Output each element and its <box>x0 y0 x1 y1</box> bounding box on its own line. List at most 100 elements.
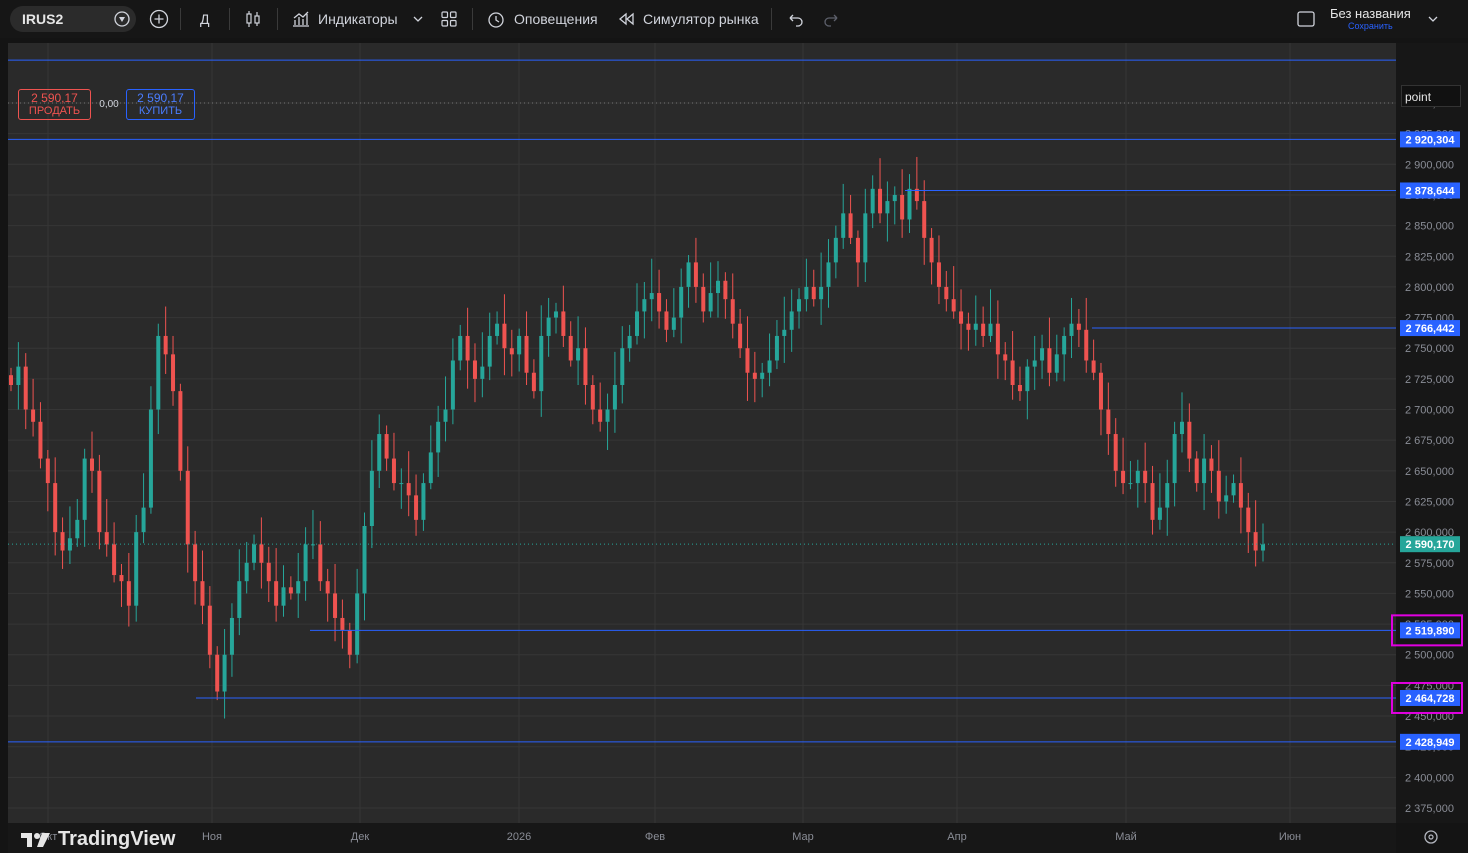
chevron-down-icon <box>413 16 423 22</box>
price-tick: 2 375,000 <box>1405 803 1454 815</box>
candle-body <box>112 544 117 576</box>
undo-button[interactable] <box>786 0 804 38</box>
layouts-button[interactable] <box>440 0 458 38</box>
candle-body <box>966 323 971 330</box>
layout-checkbox[interactable] <box>1296 0 1316 38</box>
candle-body <box>1032 360 1037 367</box>
tradingview-logo[interactable]: TradingView <box>20 828 175 851</box>
time-tick: Фев <box>645 831 665 843</box>
sell-button[interactable]: 2 590,17 ПРОДАТЬ <box>18 89 91 120</box>
candle-body <box>303 544 308 582</box>
candle-body <box>981 323 986 336</box>
candle-body <box>1194 458 1199 484</box>
candle-body <box>973 323 978 330</box>
candle-body <box>244 562 249 582</box>
spread-value: 0,00 <box>99 99 119 110</box>
candle-body <box>1003 354 1008 361</box>
candle-body <box>31 409 36 422</box>
candle-body <box>627 335 632 349</box>
buy-label: КУПИТЬ <box>138 105 183 117</box>
redo-button[interactable] <box>823 0 841 38</box>
candle-body <box>377 434 382 471</box>
candle-body <box>988 323 993 336</box>
scale-mode-label[interactable]: point <box>1401 85 1461 107</box>
candle-body <box>148 409 153 508</box>
candle-body <box>16 366 21 385</box>
redo-icon <box>824 14 838 27</box>
price-tick: 2 750,000 <box>1405 343 1454 355</box>
buy-button[interactable]: 2 590,17 КУПИТЬ <box>126 89 195 120</box>
candle-body <box>465 335 470 361</box>
rewind-icon <box>618 12 634 26</box>
candle-body <box>811 286 816 300</box>
price-line-label-bg <box>1400 131 1460 148</box>
candle-body <box>200 581 205 606</box>
candle-body <box>1121 470 1126 484</box>
candle-body <box>215 654 220 692</box>
candle-body <box>679 286 684 318</box>
plot-pane[interactable] <box>8 43 1396 823</box>
candle-body <box>774 335 779 361</box>
candle-body <box>428 452 433 484</box>
candle-body <box>281 587 286 606</box>
time-tick: Июн <box>1279 831 1301 843</box>
layout-menu-dropdown[interactable] <box>1427 0 1439 38</box>
square-icon <box>1297 11 1315 27</box>
candle-body <box>1224 495 1229 502</box>
candle-body <box>53 483 58 533</box>
candle-body <box>259 544 264 563</box>
price-line-label: 2 428,949 <box>1406 737 1455 749</box>
candle-body <box>561 311 566 336</box>
compare-add-button[interactable] <box>149 0 169 38</box>
layout-name-button[interactable]: Без названия Сохранить <box>1330 6 1411 31</box>
candle-body <box>892 194 897 202</box>
price-tick: 2 500,000 <box>1405 650 1454 662</box>
candle-body <box>82 458 87 520</box>
candle-body <box>443 409 448 422</box>
candle-body <box>1246 507 1251 533</box>
chart-type-button[interactable] <box>243 0 263 38</box>
candle-body <box>789 311 794 330</box>
candle-body <box>391 458 396 484</box>
symbol-search[interactable]: IRUS2 <box>10 6 136 32</box>
price-line-label: 2 519,890 <box>1406 625 1455 637</box>
indicators-button[interactable]: Индикаторы <box>291 0 398 38</box>
sell-label: ПРОДАТЬ <box>28 105 81 117</box>
candle-body <box>620 348 625 385</box>
candle-body <box>185 470 190 545</box>
candle-body <box>833 237 838 263</box>
candle-body <box>524 335 529 373</box>
interval-button[interactable]: Д <box>200 0 209 38</box>
candle-body <box>583 348 588 385</box>
candle-body <box>1076 323 1081 330</box>
alerts-button[interactable]: Оповещения <box>486 0 598 38</box>
candle-body <box>207 605 212 655</box>
price-tick: 2 575,000 <box>1405 558 1454 570</box>
candle-body <box>745 348 750 373</box>
price-line-label: 2 464,728 <box>1406 693 1455 705</box>
alarm-clock-icon <box>488 12 504 28</box>
candle-body <box>848 213 853 238</box>
replay-button[interactable]: Симулятор рынка <box>617 0 759 38</box>
candle-body <box>237 581 242 618</box>
candle-body <box>576 348 581 361</box>
candle-body <box>995 323 1000 355</box>
candle-body <box>355 593 360 655</box>
highlight-box <box>1391 614 1463 647</box>
candle-body <box>693 262 698 287</box>
price-line-label: 2 920,304 <box>1406 134 1456 146</box>
candle-body <box>922 201 927 238</box>
buy-price: 2 590,17 <box>137 91 184 105</box>
templates-dropdown[interactable] <box>412 0 424 38</box>
candle-body <box>1062 335 1067 355</box>
price-tick: 2 600,000 <box>1405 527 1454 539</box>
candle-body <box>104 532 109 545</box>
time-scale[interactable] <box>8 823 1396 853</box>
settings-gear-icon[interactable] <box>1424 830 1438 844</box>
highlight-box <box>1391 681 1463 714</box>
candle-body <box>752 372 757 379</box>
candle-body <box>134 532 139 606</box>
candle-body <box>944 286 949 300</box>
candle-body <box>222 654 227 692</box>
